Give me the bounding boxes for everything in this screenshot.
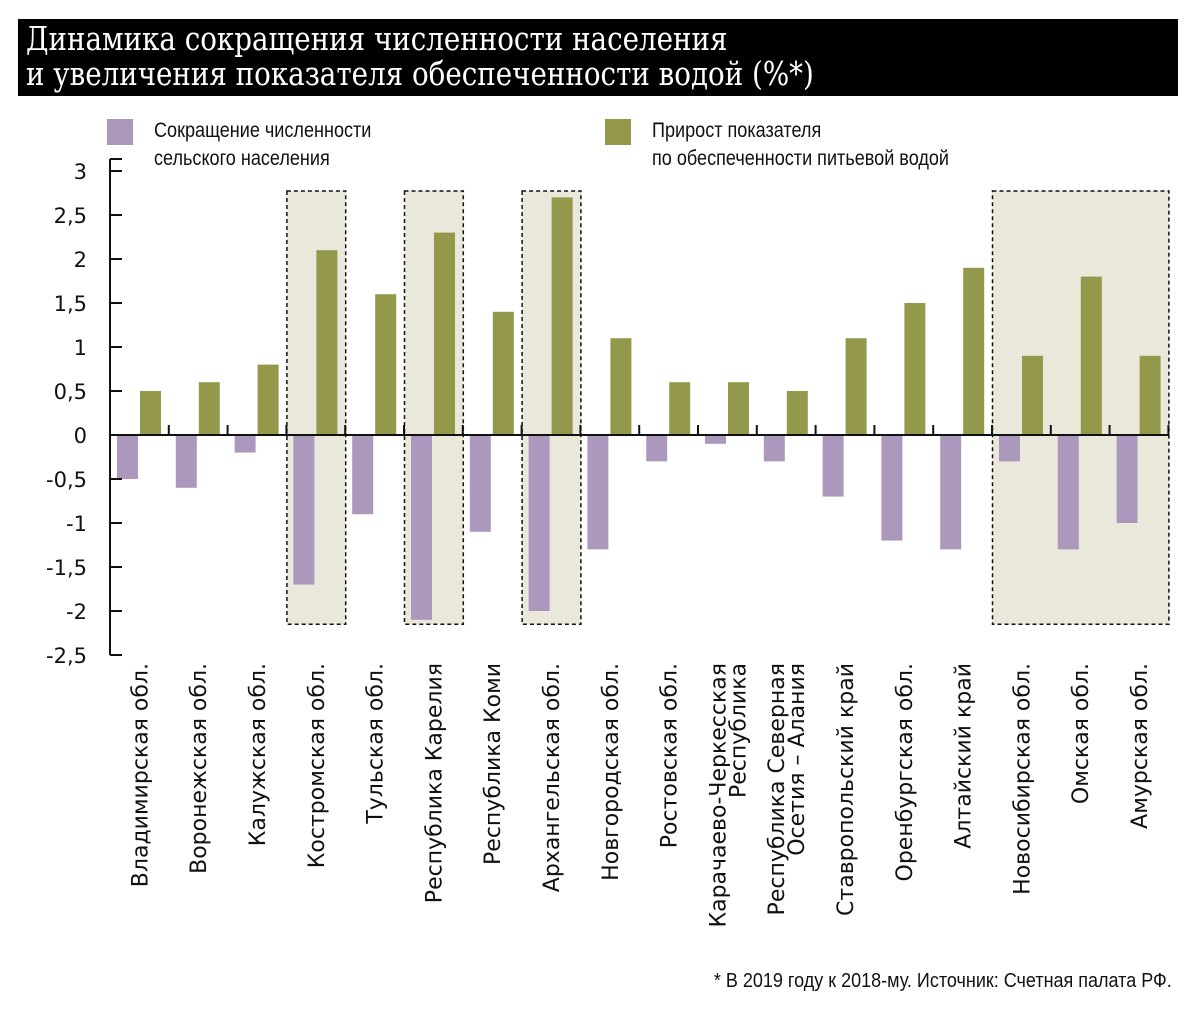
bar-water-supply-growth [140, 391, 161, 435]
bar-water-supply-growth [316, 250, 338, 435]
bar-population-decline [587, 435, 609, 550]
highlight-box [991, 190, 1170, 625]
bar-population-decline [705, 435, 726, 444]
bar-population-decline [175, 435, 197, 488]
bar-water-supply-growth [1022, 355, 1043, 435]
bar-water-supply-growth [434, 232, 455, 435]
x-category-label: Оренбургская обл. [893, 663, 918, 882]
bar-water-supply-growth [1080, 276, 1102, 435]
x-category-label: Республика Коми [481, 663, 506, 865]
y-tick-label: -2,5 [46, 644, 87, 668]
legend-label-line-2: сельского населения [154, 147, 330, 170]
bar-population-decline [352, 435, 374, 515]
bar-water-supply-growth [610, 338, 632, 435]
bar-population-decline [117, 435, 138, 479]
bar-population-decline [999, 435, 1020, 462]
chart-title-line-1: Динамика сокращения численности населени… [26, 19, 728, 58]
chart-title-banner: Динамика сокращения численности населени… [18, 19, 1178, 96]
x-category-label: Амурская обл. [1128, 663, 1153, 829]
x-category-label: Воронежская обл. [187, 663, 212, 874]
bar-water-supply-growth [963, 267, 985, 435]
chart-title-line-2: и увеличения показателя обеспеченности в… [26, 54, 814, 93]
x-category-label: Республика Северная [765, 663, 790, 915]
bar-water-supply-growth [904, 303, 926, 435]
x-category-label: Ставропольский край [834, 663, 859, 916]
x-category-label: Тульская обл. [364, 663, 389, 825]
y-tick-label: 0 [74, 424, 87, 448]
bar-population-decline [940, 435, 962, 550]
legend-swatch-purple [107, 119, 133, 145]
y-tick-label: 0,5 [54, 380, 87, 404]
y-tick-label: -1,5 [46, 556, 87, 580]
bar-population-decline [763, 435, 785, 462]
x-category-label: Новосибирская обл. [1010, 663, 1035, 895]
x-category-label: Архангельская обл. [540, 663, 565, 892]
bar-water-supply-growth [551, 197, 573, 435]
x-category-label: Омская обл. [1069, 663, 1094, 804]
y-tick-label: 1 [74, 336, 87, 360]
bar-population-decline [528, 435, 550, 611]
legend-label-line-2: по обеспеченности питьевой водой [652, 147, 950, 170]
y-tick-label: -0,5 [46, 468, 87, 492]
x-category-label: Новгородская обл. [599, 663, 624, 881]
bar-population-decline [293, 435, 315, 585]
bar-water-supply-growth [492, 311, 514, 435]
bar-population-decline [881, 435, 903, 541]
footnote-source: * В 2019 году к 2018-му. Источник: Счетн… [714, 970, 1172, 992]
bar-water-supply-growth [198, 382, 220, 435]
bar-water-supply-growth [1139, 355, 1161, 435]
x-category-label: Осетия – Алания [785, 663, 810, 856]
y-tick-label: -2 [66, 600, 87, 624]
y-tick-label: -1 [66, 512, 87, 536]
y-tick-label: 1,5 [54, 292, 87, 316]
bar-water-supply-growth [375, 294, 397, 435]
x-category-label: Калужская обл. [246, 663, 271, 846]
y-tick-label: 2,5 [54, 204, 87, 228]
legend-label-line-1: Сокращение численности [154, 119, 372, 142]
bar-population-decline [822, 435, 844, 497]
bar-population-decline [1057, 435, 1079, 550]
bar-water-supply-growth [257, 364, 279, 435]
legend-label-line-1: Прирост показателя [652, 119, 822, 142]
x-category-label: Республика Карелия [422, 663, 447, 903]
legend-swatch-olive [605, 119, 631, 145]
x-category-label: Республика [726, 663, 751, 798]
y-tick-label: 3 [74, 160, 87, 184]
bar-population-decline [469, 435, 491, 532]
bar-water-supply-growth [845, 338, 867, 435]
x-category-label: Ростовская обл. [658, 663, 683, 848]
x-category-label: Владимирская обл. [128, 663, 153, 887]
bar-population-decline [234, 435, 256, 453]
bar-population-decline [411, 435, 432, 620]
bar-water-supply-growth [786, 391, 808, 435]
x-category-label: Алтайский край [952, 663, 977, 849]
bar-population-decline [1116, 435, 1138, 523]
x-category-label: Карачаево-Черкесская [706, 663, 731, 928]
bar-population-decline [646, 435, 668, 462]
bar-water-supply-growth [669, 382, 691, 435]
y-tick-label: 2 [74, 248, 87, 272]
x-category-label: Костромская обл. [305, 663, 330, 868]
bar-water-supply-growth [728, 382, 749, 435]
